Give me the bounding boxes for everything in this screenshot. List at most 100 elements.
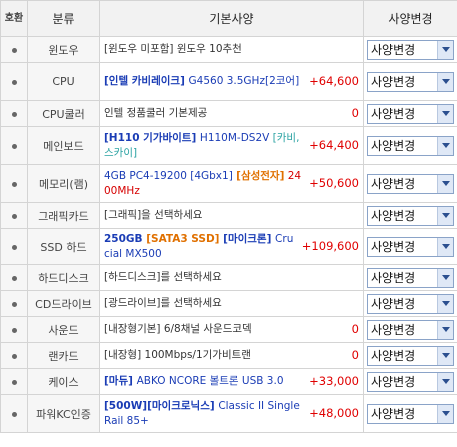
chevron-down-icon[interactable] <box>437 346 453 365</box>
change-cell: 사양변경 <box>363 368 457 395</box>
change-cell: 사양변경 <box>363 100 457 127</box>
select-label: 사양변경 <box>371 107 416 121</box>
category-cell: SSD 하드 <box>27 228 100 265</box>
spec-description: [내장형] 100Mbps/1기가비트랜 <box>104 348 348 363</box>
spec-change-select[interactable]: 사양변경 <box>367 403 454 424</box>
chevron-down-icon[interactable] <box>437 372 453 391</box>
chevron-down-icon[interactable] <box>437 404 453 423</box>
table-row: 랜카드 [내장형] 100Mbps/1기가비트랜 0 사양변경 <box>0 342 457 369</box>
chevron-down-icon[interactable] <box>437 237 453 256</box>
change-header: 사양변경 <box>363 0 457 37</box>
spec-cell: [H110 기가바이트] H110M-DS2V [카비,스카이] +64,400 <box>99 126 364 165</box>
spec-text: [내장형] 100Mbps/1기가비트랜 <box>104 349 251 361</box>
spec-change-select[interactable]: 사양변경 <box>367 319 454 340</box>
compat-dot-cell <box>0 342 28 369</box>
category-cell: 하드디스크 <box>27 264 100 291</box>
compat-header: 호환 <box>0 0 28 37</box>
chevron-down-icon[interactable] <box>437 320 453 339</box>
compat-dot-cell <box>0 126 28 165</box>
compat-dot-cell <box>0 290 28 317</box>
category-cell: 그래픽카드 <box>27 202 100 229</box>
category-cell: 사운드 <box>27 316 100 343</box>
chevron-down-icon[interactable] <box>437 40 453 59</box>
spec-rows: 윈도우 [윈도우 미포함] 윈도우 10추천 사양변경 CPU [인텔 카비레이크] G… <box>0 36 457 433</box>
spec-description: [내장형기본] 6/8채널 사운드코덱 <box>104 322 348 337</box>
spec-change-select[interactable]: 사양변경 <box>367 236 454 257</box>
select-label: 사양변경 <box>371 297 416 311</box>
bullet-icon <box>11 245 17 250</box>
change-cell: 사양변경 <box>363 316 457 343</box>
bullet-icon <box>11 214 17 219</box>
table-row: CD드라이브 [광드라이브]를 선택하세요 사양변경 <box>0 290 457 317</box>
spec-text: [그래픽]을 선택하세요 <box>104 209 203 221</box>
spec-description: [광드라이브]를 선택하세요 <box>104 296 359 311</box>
spec-change-select[interactable]: 사양변경 <box>367 135 454 156</box>
select-label: 사양변경 <box>371 240 416 254</box>
compat-dot-cell <box>0 202 28 229</box>
spec-description: [하드디스크]를 선택하세요 <box>104 270 359 285</box>
change-cell: 사양변경 <box>363 36 457 63</box>
category-cell: CPU쿨러 <box>27 100 100 127</box>
category-header: 분류 <box>27 0 100 37</box>
spec-description: [윈도우 미포함] 윈도우 10추천 <box>104 42 359 57</box>
select-label: 사양변경 <box>371 407 416 421</box>
compat-dot-cell <box>0 264 28 291</box>
spec-description: [인텔 카비레이크] G4560 3.5GHz[2코어] <box>104 74 305 89</box>
spec-table: 호환 분류 기본사양 사양변경 윈도우 [윈도우 미포함] 윈도우 10추천 사양변… <box>0 0 457 433</box>
spec-text: G4560 3.5GHz[2코어] <box>188 75 300 87</box>
table-row: 케이스 [마듀] ABKO NCORE 볼트론 USB 3.0 +33,000 사양변… <box>0 368 457 395</box>
price-delta: +64,600 <box>309 74 359 88</box>
category-cell: CD드라이브 <box>27 290 100 317</box>
compat-dot-cell <box>0 228 28 265</box>
change-cell: 사양변경 <box>363 228 457 265</box>
chevron-down-icon[interactable] <box>437 294 453 313</box>
price-delta: +50,600 <box>309 176 359 190</box>
spec-change-select[interactable]: 사양변경 <box>367 293 454 314</box>
spec-change-select[interactable]: 사양변경 <box>367 173 454 194</box>
chevron-down-icon[interactable] <box>437 268 453 287</box>
spec-cell: [그래픽]을 선택하세요 <box>99 202 364 229</box>
select-label: 사양변경 <box>371 323 416 337</box>
spec-change-select[interactable]: 사양변경 <box>367 345 454 366</box>
chevron-down-icon[interactable] <box>437 136 453 155</box>
price-delta: +48,000 <box>309 406 359 420</box>
select-label: 사양변경 <box>371 271 416 285</box>
category-cell: 파워KC인증 <box>27 394 100 433</box>
select-label: 사양변경 <box>371 209 416 223</box>
spec-cell: 인텔 정품쿨러 기본제공 0 <box>99 100 364 127</box>
spec-text: [내장형기본] 6/8채널 사운드코덱 <box>104 323 252 335</box>
spec-change-select[interactable]: 사양변경 <box>367 71 454 92</box>
change-cell: 사양변경 <box>363 126 457 165</box>
spec-change-select[interactable]: 사양변경 <box>367 205 454 226</box>
spec-cell: [인텔 카비레이크] G4560 3.5GHz[2코어] +64,600 <box>99 62 364 101</box>
chevron-down-icon[interactable] <box>437 206 453 225</box>
price-delta: +64,400 <box>309 138 359 152</box>
spec-text: 4GB PC4-19200 [4Gbx1] <box>104 169 237 182</box>
spec-cell: [광드라이브]를 선택하세요 <box>99 290 364 317</box>
price-delta: 0 <box>351 106 359 120</box>
spec-text: Crucial MX500 <box>104 232 294 260</box>
chevron-down-icon[interactable] <box>437 104 453 123</box>
spec-text: [하드디스크]를 선택하세요 <box>104 271 222 283</box>
chevron-down-icon[interactable] <box>437 72 453 91</box>
spec-change-select[interactable]: 사양변경 <box>367 103 454 124</box>
spec-text: ABKO NCORE 볼트론 USB 3.0 <box>136 375 284 387</box>
spec-description: [500W][마이크로닉스] Classic II Single Rail 85… <box>104 399 305 429</box>
chevron-down-icon[interactable] <box>437 174 453 193</box>
table-row: CPU쿨러 인텔 정품쿨러 기본제공 0 사양변경 <box>0 100 457 127</box>
bullet-icon <box>11 412 17 417</box>
spec-change-select[interactable]: 사양변경 <box>367 39 454 60</box>
spec-description: [마듀] ABKO NCORE 볼트론 USB 3.0 <box>104 374 305 389</box>
change-cell: 사양변경 <box>363 342 457 369</box>
spec-text: [마이크론] <box>219 232 276 245</box>
price-delta: +109,600 <box>301 239 359 253</box>
bullet-icon <box>11 144 17 149</box>
spec-change-select[interactable]: 사양변경 <box>367 371 454 392</box>
price-delta: +33,000 <box>309 374 359 388</box>
spec-cell: [마듀] ABKO NCORE 볼트론 USB 3.0 +33,000 <box>99 368 364 395</box>
bullet-icon <box>11 354 17 359</box>
spec-change-select[interactable]: 사양변경 <box>367 267 454 288</box>
bullet-icon <box>11 182 17 187</box>
change-cell: 사양변경 <box>363 290 457 317</box>
category-cell: 메인보드 <box>27 126 100 165</box>
